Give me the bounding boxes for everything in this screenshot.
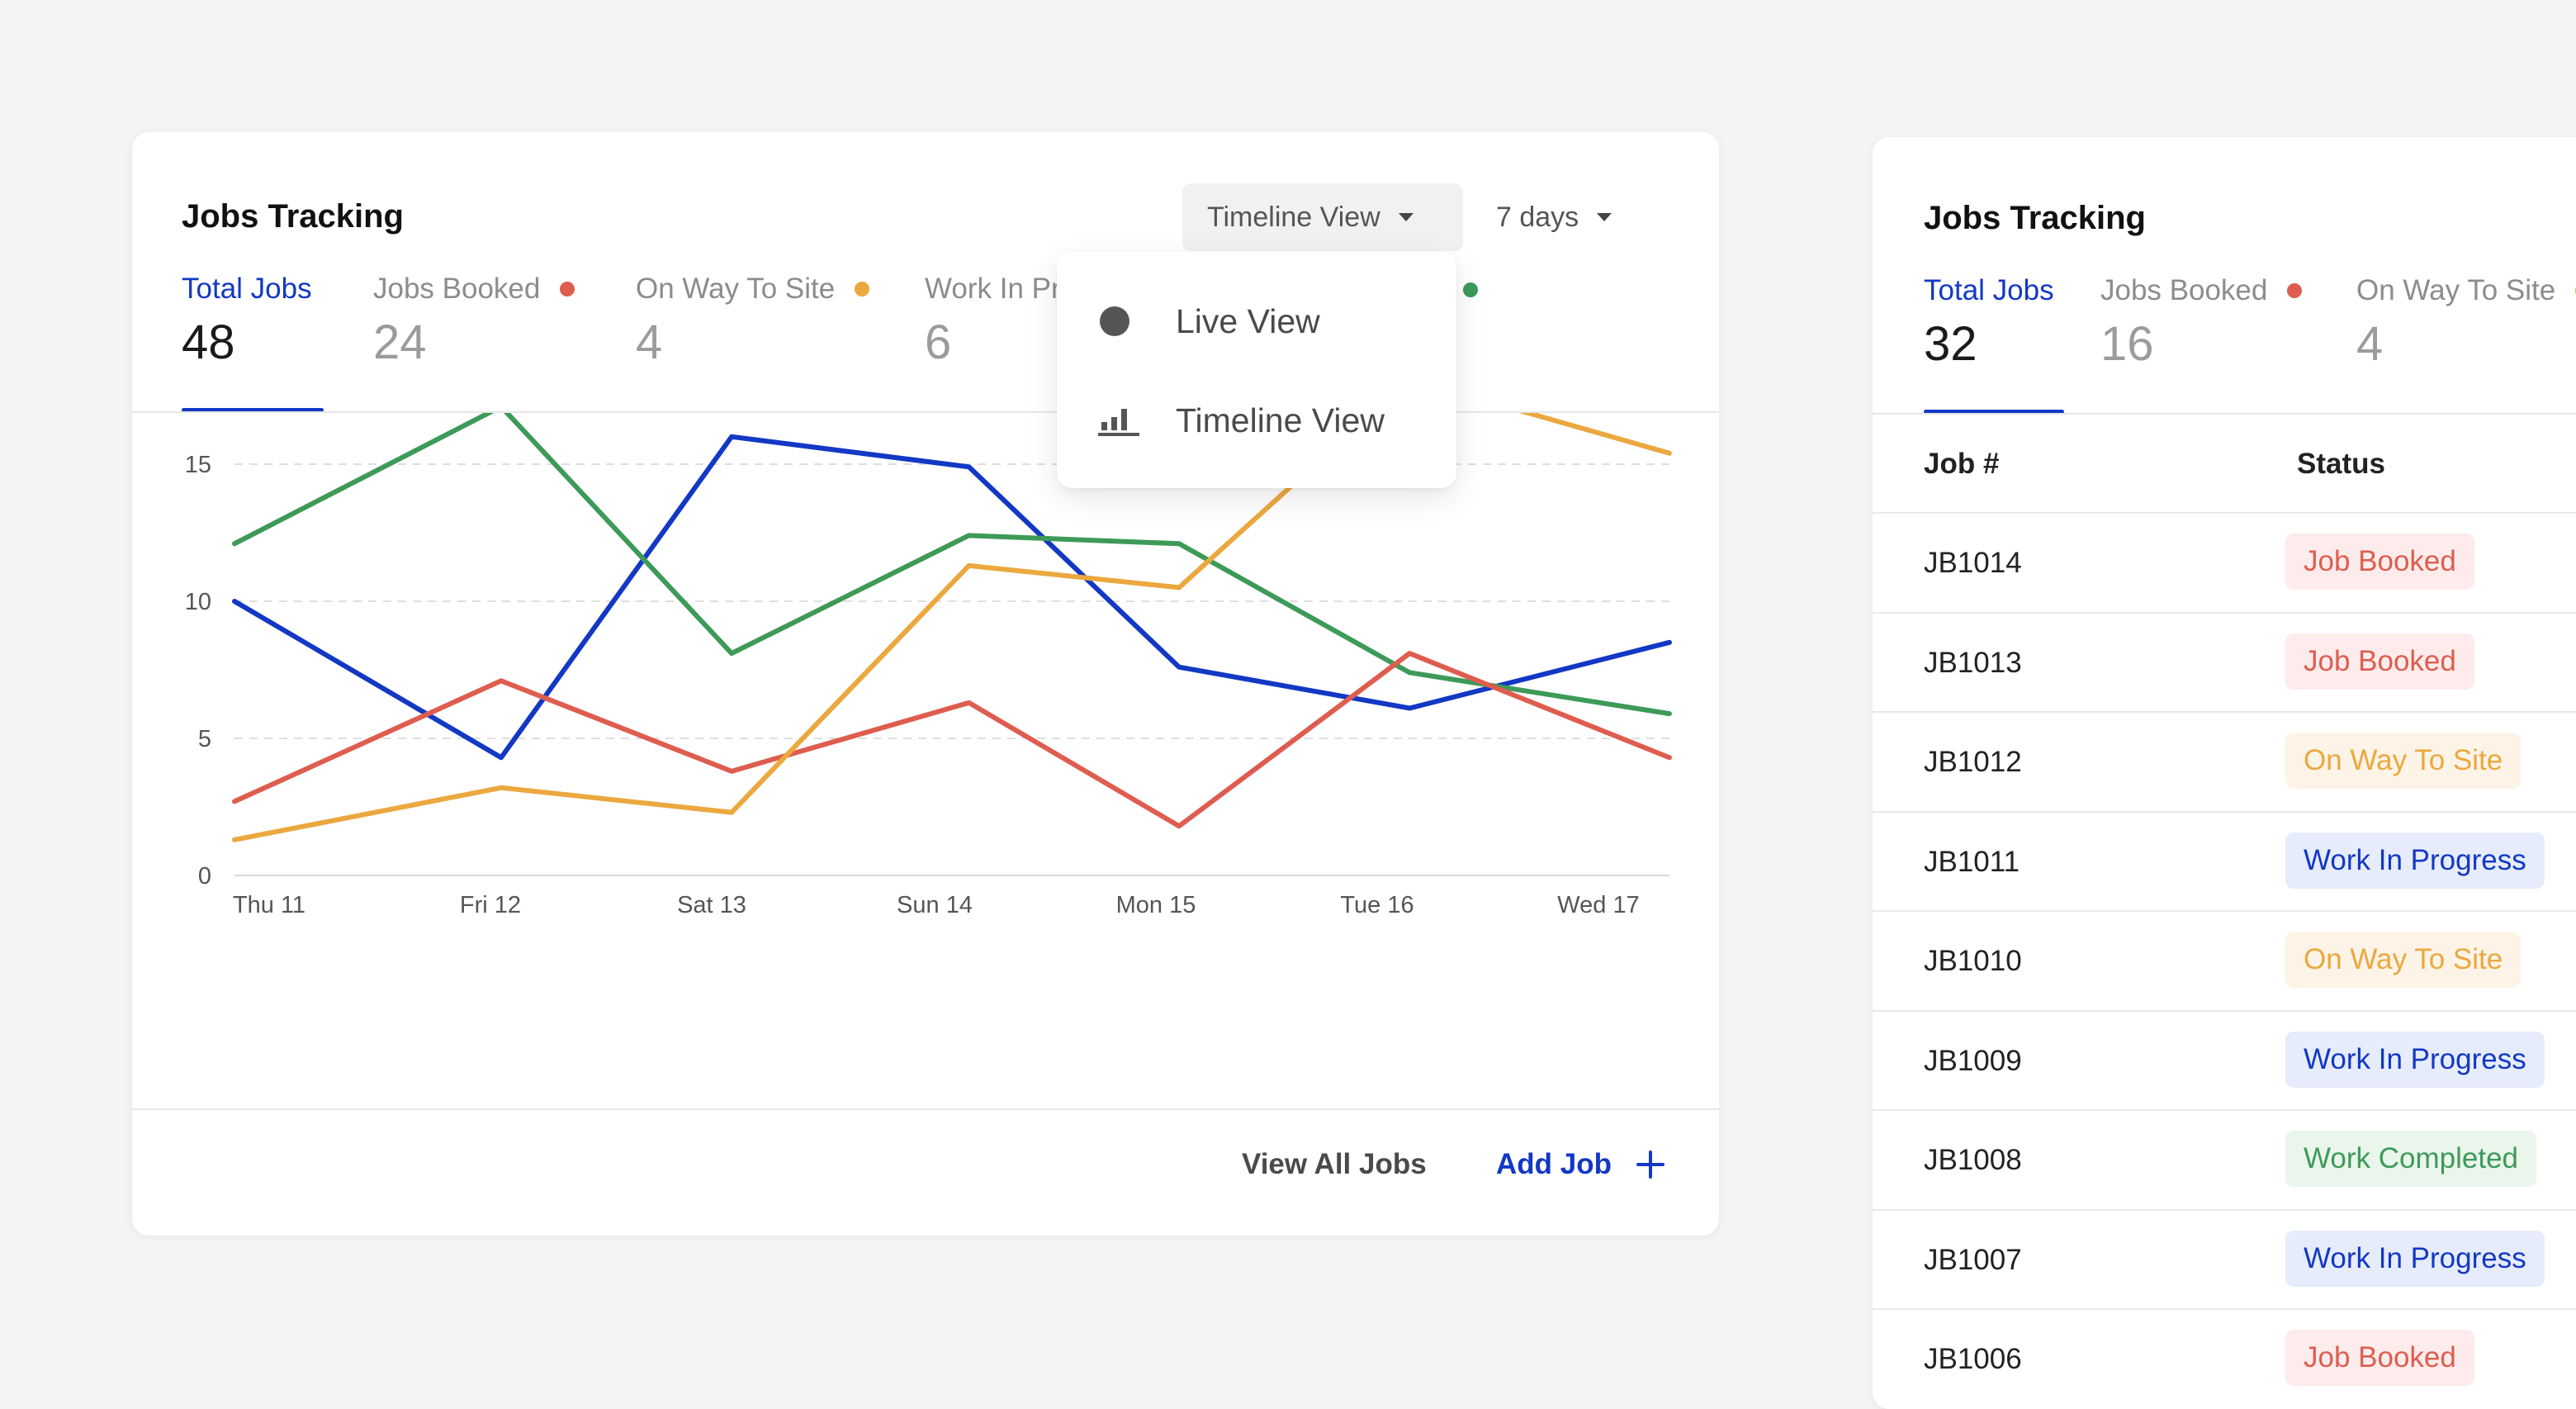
status-badge: Job Booked [2285,534,2474,590]
y-tick-label: 0 [198,863,211,890]
menu-item-live-view[interactable]: Live View [1098,297,1320,346]
table-row[interactable]: JB1009 Work In Progress [1873,1009,2576,1109]
status-badge: Job Booked [2285,1330,2474,1386]
status-dot-icon [2287,283,2303,298]
table-row[interactable]: JB1007 Work In Progress [1873,1208,2576,1308]
job-id: JB1009 [1924,1044,2022,1077]
table-row[interactable]: JB1011 Work In Progress [1873,810,2576,910]
view-dropdown-menu: Live View Timeline View [1057,252,1456,488]
tab-count: 6 [925,315,952,369]
job-id: JB1010 [1924,945,2022,977]
tab-underline [182,408,324,412]
table-row[interactable]: JB1014 Job Booked [1873,512,2576,611]
job-id: JB1014 [1924,547,2022,579]
x-tick-label: Mon 15 [1116,892,1196,918]
series-line [232,651,1672,829]
status-dot-icon [855,282,870,297]
status-badge: Work Completed [2285,1131,2537,1187]
tab-count: 4 [636,315,663,369]
status-badge: On Way To Site [2285,932,2522,988]
menu-item-timeline-view[interactable]: Timeline View [1098,396,1385,445]
job-id: JB1012 [1924,746,2022,778]
bar-chart-icon [1098,409,1139,436]
range-dropdown-label: 7 days [1496,201,1579,233]
tab-on-way-to-site[interactable]: On Way To Site 4 [636,273,870,369]
card-title: Jobs Tracking [182,198,404,235]
table-row[interactable]: JB1012 On Way To Site [1873,711,2576,810]
view-all-jobs-label: View All Jobs [1242,1148,1427,1180]
column-header-status: Status [2297,448,2385,480]
x-tick-label: Wed 17 [1557,892,1639,918]
y-tick-label: 15 [185,452,211,478]
y-tick-label: 10 [185,589,211,615]
tab-underline [1924,410,2064,414]
menu-item-label: Timeline View [1176,401,1385,439]
view-all-jobs-link[interactable]: View All Jobs [1242,1148,1427,1181]
range-dropdown[interactable]: 7 days [1496,183,1678,251]
x-tick-label: Thu 11 [233,892,305,918]
tab-count: 4 [2356,317,2384,371]
job-id: JB1006 [1924,1343,2022,1375]
tab-jobs-booked[interactable]: Jobs Booked 16 [2100,274,2303,371]
divider [1873,413,2576,415]
table-row[interactable]: JB1013 Job Booked [1873,611,2576,711]
x-tick-label: Sat 13 [677,892,746,918]
status-dot-icon [1463,282,1478,297]
table-row[interactable]: JB1006 Job Booked [1873,1308,2576,1407]
job-id: JB1013 [1924,646,2022,679]
tab-label: Jobs Booked [373,273,541,305]
status-badge: On Way To Site [2285,733,2522,789]
circle-icon [1100,306,1129,336]
add-job-button[interactable]: Add Job [1496,1148,1664,1181]
x-tick-label: Sun 14 [897,892,973,918]
add-job-label: Add Job [1496,1148,1612,1180]
chevron-down-icon [1597,213,1612,221]
column-header-job: Job # [1924,448,2000,480]
status-badge: Work In Progress [2285,832,2545,889]
job-id: JB1008 [1924,1144,2022,1176]
divider [132,411,1719,413]
tab-count: 24 [373,315,427,369]
status-dot-icon [560,282,575,297]
job-id: JB1007 [1924,1243,2022,1276]
tab-count: 32 [1924,317,1977,371]
table-row[interactable]: JB1010 On Way To Site [1873,910,2576,1009]
x-tick-label: Fri 12 [460,892,521,918]
tab-total-jobs[interactable]: Total Jobs 48 [182,273,312,367]
tab-label: On Way To Site [636,273,836,305]
tab-jobs-booked[interactable]: Jobs Booked 24 [373,273,575,367]
tab-label: Work In Pr [925,273,1061,305]
job-id: JB1011 [1924,845,2020,878]
tab-total-jobs[interactable]: Total Jobs 32 [1924,274,2054,368]
series-line [232,413,1672,842]
tab-label: Jobs Booked [2100,274,2268,306]
series-line [232,413,1672,717]
menu-item-label: Live View [1176,301,1320,340]
tab-on-way-to-site[interactable]: On Way To Site 4 [2356,274,2576,368]
tab-label: Total Jobs [182,273,312,305]
view-dropdown[interactable]: Timeline View [1182,183,1463,251]
view-dropdown-label: Timeline View [1207,201,1380,233]
tab-label: On Way To Site [2356,274,2556,306]
tab-work-in-progress[interactable]: Work In Pr 6 [925,273,1061,367]
chevron-down-icon [1398,213,1413,221]
status-badge: Work In Progress [2285,1230,2545,1287]
divider [132,1108,1719,1110]
tab-label: Total Jobs [1924,274,2054,306]
jobs-tracking-table-card: Jobs Tracking Total Jobs 32 Jobs Booked … [1873,137,2576,1409]
tab-count: 48 [182,315,235,369]
plus-icon [1636,1150,1664,1179]
x-tick-label: Tue 16 [1340,892,1413,918]
status-badge: Work In Progress [2285,1031,2545,1088]
jobs-tracking-card: Jobs Tracking Timeline View 7 days Total… [132,132,1719,1236]
y-tick-label: 5 [198,726,211,752]
tab-count: 16 [2100,317,2154,371]
status-badge: Job Booked [2285,633,2474,690]
series-line [232,434,1672,761]
card-title: Jobs Tracking [1924,200,2146,236]
table-row[interactable]: JB1008 Work Completed [1873,1109,2576,1208]
